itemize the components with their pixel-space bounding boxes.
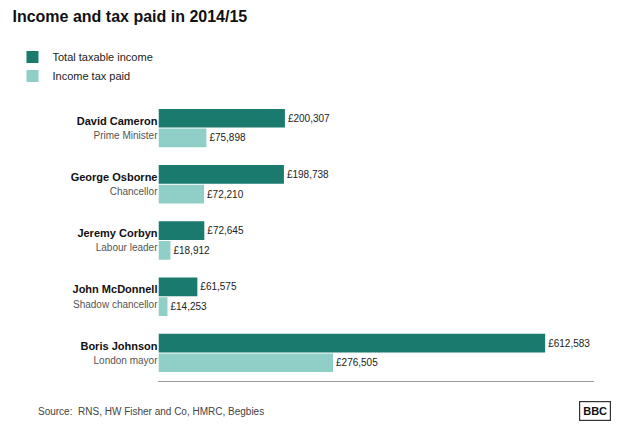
svg-text:£72,210: £72,210 <box>207 189 244 200</box>
svg-text:£61,575: £61,575 <box>200 281 237 292</box>
svg-text:£14,253: £14,253 <box>170 301 207 312</box>
svg-text:Jeremy CorbynLabour leader: Jeremy CorbynLabour leader <box>77 227 158 253</box>
svg-text:£72,645: £72,645 <box>207 225 244 236</box>
svg-text:Income and tax paid in 2014/15: Income and tax paid in 2014/15 <box>12 8 247 25</box>
svg-text:Boris JohnsonLondon mayor: Boris JohnsonLondon mayor <box>80 340 158 366</box>
svg-text:£200,307: £200,307 <box>288 113 330 124</box>
svg-text:John McDonnellShadow chancello: John McDonnellShadow chancellor <box>73 283 159 309</box>
svg-text:Income tax paid: Income tax paid <box>52 70 130 82</box>
svg-text:BBC: BBC <box>583 405 607 417</box>
svg-text:£18,912: £18,912 <box>173 245 210 256</box>
svg-text:£276,505: £276,505 <box>336 357 378 368</box>
svg-text:David CameronPrime Minister: David CameronPrime Minister <box>77 115 158 141</box>
svg-text:Source: RNS, HW Fisher and Co: Source: RNS, HW Fisher and Co, HMRC, Beg… <box>38 406 264 417</box>
svg-text:£75,898: £75,898 <box>209 132 246 143</box>
svg-text:Total taxable income: Total taxable income <box>52 51 152 63</box>
svg-text:George OsborneChancellor: George OsborneChancellor <box>71 171 158 197</box>
svg-text:£198,738: £198,738 <box>287 169 329 180</box>
svg-text:£612,583: £612,583 <box>548 338 590 349</box>
